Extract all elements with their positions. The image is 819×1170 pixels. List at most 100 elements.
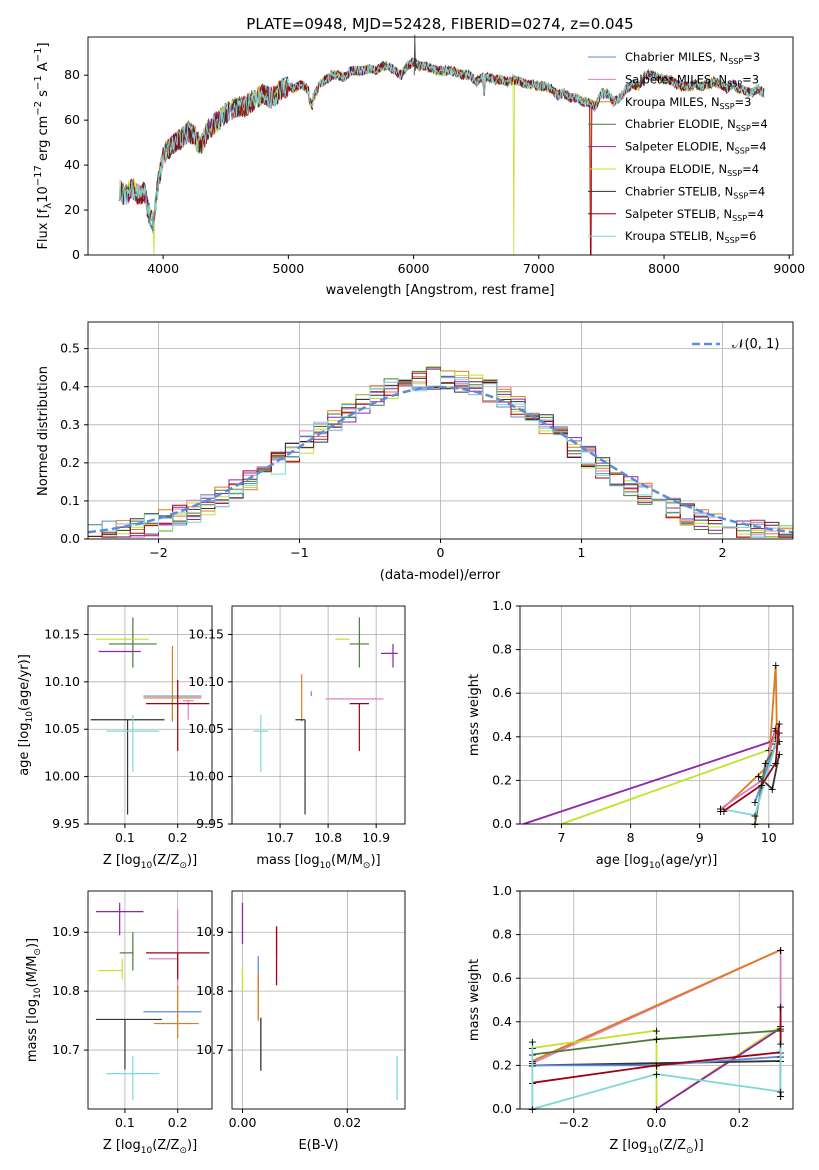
weight-line-kroupa-stelib: [531, 1041, 782, 1111]
panel-ytick-label: 0.4: [492, 729, 512, 744]
spectrum-legend-label: Chabrier MILES, NSSP=3: [625, 50, 760, 66]
panel-label: mass weight: [467, 959, 482, 1041]
panel-xlabel: Z [log10(Z/Z⊙)]: [103, 1138, 197, 1156]
weight-point-marker: +: [775, 718, 784, 731]
residuals-xtick-label: −1: [290, 545, 308, 560]
spectrum-xtick-label: 9000: [773, 261, 805, 276]
weight-point-marker: +: [761, 757, 770, 770]
weight-point-marker: +: [652, 1059, 661, 1072]
spectrum-xtick-label: 8000: [648, 261, 680, 276]
spectrum-line-salpeter-stelib: [118, 57, 765, 256]
spectrum-ytick-label: 60: [64, 112, 80, 127]
panel-ytick-label: 10.15: [44, 626, 80, 641]
weight-point-marker: +: [776, 1001, 785, 1014]
spectrum-spike-mark: [413, 34, 416, 76]
weight-point-marker: +: [771, 722, 780, 735]
weight-point-marker: +: [528, 1103, 537, 1116]
panel-ytick-label: 10.8: [196, 983, 224, 998]
massweight-vs-age-panel: ++++++++++++++++++++++++++7 8 9 10 0.0 0.2 0.4…: [467, 598, 794, 871]
panel-marks: [253, 617, 398, 815]
spectrum-ytick-label: 20: [64, 202, 80, 217]
spectrum-series-group: [118, 34, 765, 256]
panel-frame: [87, 605, 213, 825]
weight-point-marker: +: [652, 1033, 661, 1046]
panel-label-age: age [log10(age/yr)]: [596, 853, 718, 871]
panel-marks: [241, 902, 398, 1101]
weight-point-marker: +: [771, 659, 780, 672]
weight-line-salpeter-elodie: [656, 1027, 782, 1110]
weight-point-marker: +: [776, 944, 785, 957]
panel-ytick-label: 9.95: [52, 816, 80, 831]
panel-ytick-label: 0.4: [492, 1014, 512, 1029]
panel-xtick-label: 10: [761, 830, 777, 845]
panel-ytick-label: 10.9: [196, 924, 224, 939]
panel-marks: ++++++++++++++++++++++++++: [523, 659, 784, 831]
weight-point-marker: +: [775, 748, 784, 761]
spectrum-legend-label: Kroupa ELODIE, NSSP=4: [625, 162, 759, 178]
residuals-xlabel: (data-model)/error: [380, 568, 501, 583]
spectrum-frame: [87, 36, 794, 256]
spectrum-legend-label: Salpeter MILES, NSSP=3: [625, 72, 759, 88]
panel-ytick-label: 10.10: [44, 674, 80, 689]
residuals-xtick-label: −2: [149, 545, 167, 560]
panel-xtick-label: 0.2: [168, 1115, 188, 1130]
panel-frame: [231, 890, 406, 1110]
panel-xtick-label: 0.00: [229, 1115, 257, 1130]
panel-xtick-label: 0.02: [333, 1115, 361, 1130]
spectrum-xtick-label: 7000: [523, 261, 555, 276]
panel-xtick-label: −0.2: [559, 1115, 589, 1130]
weight-line-chabrier-stelib: [757, 754, 781, 791]
residuals-xtick-label: 2: [719, 545, 727, 560]
panel-xtick-label: 10.8: [314, 830, 342, 845]
spectrum-xlabel: wavelength [Angstrom, rest frame]: [326, 283, 555, 298]
panel-label-mass: mass [log10(M/M⊙)]: [256, 853, 380, 871]
residual-histogram-kroupa-elodie: [88, 370, 793, 538]
spectrum-ytick-label: 0: [72, 247, 80, 262]
panel-xtick-label: 0.0: [647, 1115, 667, 1130]
weight-point-marker: +: [776, 1086, 785, 1099]
panel-ytick-label: 10.7: [52, 1042, 80, 1057]
weight-line-chabrier-elodie: [532, 1029, 781, 1056]
spectrum-xtick-label: 5000: [272, 261, 304, 276]
panel-xtick-label: 0.2: [729, 1115, 749, 1130]
panel-ytick-label: 0.8: [492, 927, 512, 942]
mass-vs-ebv-panel: 0.00 0.02 10.7 10.8 10.9 E(B-V): [196, 890, 406, 1153]
mass-vs-z-panel: 0.1 0.2 10.7 10.8 10.9 Z [log10(Z/Z⊙)] mass [l…: [25, 890, 213, 1156]
weight-point-marker: +: [771, 724, 780, 737]
residuals-ytick-label: 0.4: [60, 379, 80, 394]
spectrum-ylabel: Flux [fλ10−17 erg cm−2 s−1 A−1]: [33, 42, 54, 249]
spectrum-line-kroupa-stelib: [118, 57, 764, 230]
spectrum-legend-label: Chabrier ELODIE, NSSP=4: [625, 117, 768, 133]
normal-legend-label: 𝒩(0, 1): [732, 337, 779, 352]
panel-ytick-label: 0.6: [492, 970, 512, 985]
weight-point-marker: +: [716, 803, 725, 816]
panel-xtick-label: 0.2: [168, 830, 188, 845]
residuals-ylabel: Normed distribution: [36, 366, 51, 496]
weight-point-marker: +: [750, 809, 759, 822]
panel-frame: [87, 890, 213, 1110]
panel-xtick-label: 10.9: [362, 830, 390, 845]
panel-frame: [519, 605, 794, 825]
spectrum-ytick-label: 40: [64, 157, 80, 172]
weight-point-marker: +: [716, 805, 725, 818]
weight-line-salpeter-stelib: [532, 1006, 782, 1084]
spectrum-legend-label: Chabrier STELIB, NSSP=4: [625, 184, 765, 200]
weight-point-marker: +: [652, 1025, 661, 1038]
panel-ytick-label: 10.05: [188, 721, 224, 736]
residuals-ytick-label: 0.3: [60, 417, 80, 432]
panel-ytick-label: 10.00: [44, 769, 80, 784]
spectrum-legend-label: Salpeter ELODIE, NSSP=4: [625, 140, 767, 156]
weight-point-marker: +: [776, 1038, 785, 1051]
spectrum-ytick-label: 80: [64, 67, 80, 82]
panel-label-mass: mass [log10(M/M⊙)]: [25, 938, 43, 1062]
spectrum-line-kroupa-elodie: [118, 58, 765, 256]
residuals-axis-ticks: −2 −1 0 1 2 0.0 0.1 0.2 0.3 0.4 0.5: [60, 341, 726, 560]
weight-point-marker: +: [754, 770, 763, 783]
residuals-xtick-label: 1: [578, 545, 586, 560]
panel-xtick-label: 10.7: [266, 830, 294, 845]
spectrum-xtick-label: 4000: [147, 261, 179, 276]
panel-marks: [95, 902, 210, 1101]
weight-line-kroupa-miles: [719, 664, 778, 812]
panel-ytick-label: 10.15: [188, 626, 224, 641]
